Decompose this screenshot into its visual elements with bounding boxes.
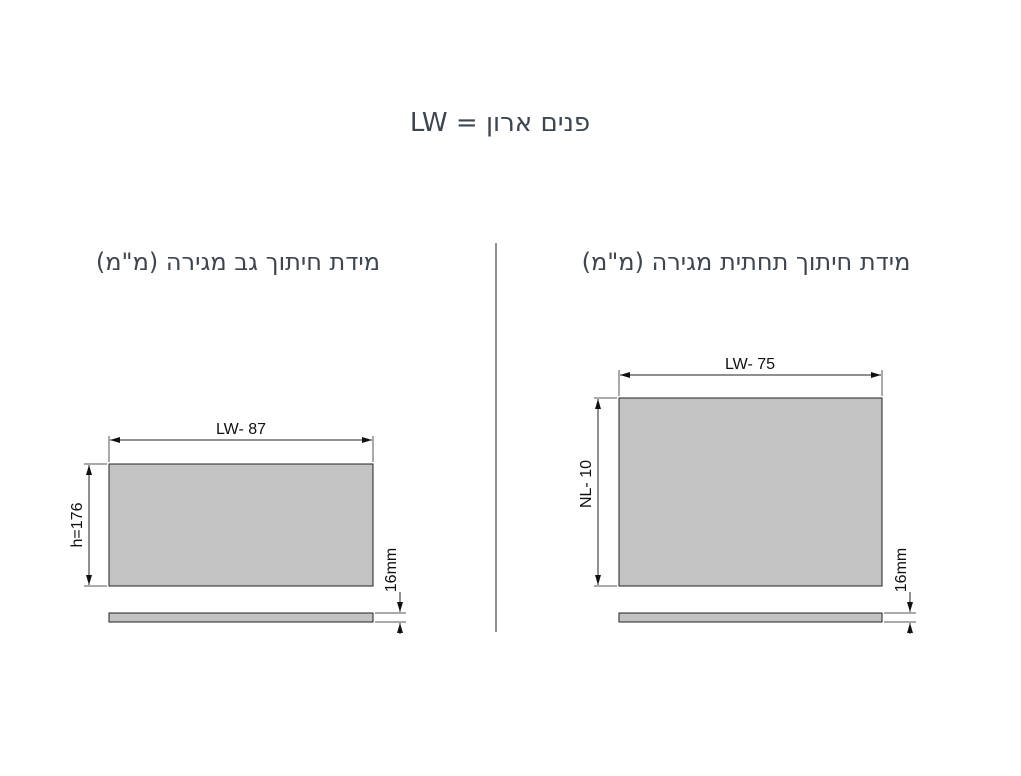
bottom-board — [108, 612, 374, 623]
left-drawing — [84, 436, 406, 634]
right-width-label: LW- 75 — [725, 356, 775, 373]
right-heading: מידת חיתוך תחתית מגירה (מ"מ) — [581, 248, 911, 276]
right-thickness-label: 16mm — [893, 548, 910, 592]
right-height-label: NL- 10 — [578, 460, 595, 508]
left-width-label: LW- 87 — [216, 421, 266, 438]
back-panel — [108, 463, 374, 587]
right-drawing — [594, 370, 916, 634]
bottom-panel — [618, 397, 883, 587]
bottom-board — [618, 612, 883, 623]
left-heading: מידת חיתוך גב מגירה (מ"מ) — [95, 248, 381, 276]
page-title: פנים ארון = LW — [409, 108, 591, 138]
left-thickness-label: 16mm — [383, 548, 400, 592]
left-height-label: h=176 — [69, 502, 86, 547]
